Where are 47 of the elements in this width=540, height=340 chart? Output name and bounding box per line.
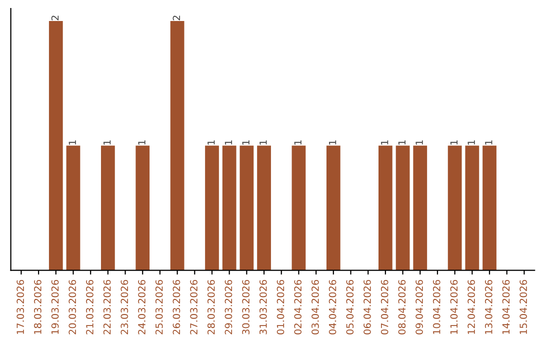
data-label: 1 [329,140,336,145]
data-label: 1 [104,140,111,145]
data-label: 1 [138,140,146,145]
data-label: 1 [416,140,423,145]
x-tick-label: 13.04.2026 [484,280,492,334]
x-tick-label: 06.04.2026 [364,280,371,334]
x-tick-label: 14.04.2026 [502,280,510,334]
data-label: 1 [242,140,250,145]
x-tick-label: 10.04.2026 [432,280,440,334]
data-label: 1 [224,140,232,145]
data-label: 1 [260,140,267,145]
x-tick-label: 04.04.2026 [328,280,336,334]
x-tick-label: 21.03.2026 [86,280,94,334]
x-tick-label: 23.03.2026 [120,280,128,334]
x-tick-label: 17.03.2026 [16,280,24,334]
x-tick-label: 26.03.2026 [172,280,180,334]
x-tick-label: 03.04.2026 [312,280,319,334]
data-label: 1 [294,140,302,145]
x-tick-label: 20.03.2026 [68,280,76,334]
x-tick-label: 11.04.2026 [450,280,458,334]
x-tick-label: 30.03.2026 [242,280,250,334]
x-tick-label: 22.03.2026 [103,280,111,334]
data-label: 2 [172,16,180,20]
x-tick-label: 24.03.2026 [138,280,146,334]
data-label: 1 [398,140,406,145]
x-tick-label: 25.03.2026 [155,280,163,334]
x-tick-label: 07.04.2026 [380,280,388,334]
x-tick-label: 19.03.2026 [51,280,59,334]
x-tick-label: 18.03.2026 [34,280,42,334]
data-label: 2 [51,16,59,20]
x-tick-label: 08.04.2026 [398,280,406,334]
x-tick-label: 27.03.2026 [190,280,198,334]
x-tick-label: 12.04.2026 [468,280,475,334]
x-tick-label: 15.04.2026 [520,280,528,334]
x-tick-label: 01.04.2026 [276,280,284,334]
x-tick-label: 02.04.2026 [294,280,302,334]
x-tick-label: 31.03.2026 [259,280,267,334]
data-label: 1 [68,140,76,145]
x-tick-label: 29.03.2026 [224,280,232,334]
data-label: 1 [381,140,388,145]
x-tick-label: 05.04.2026 [346,280,354,334]
data-label: 1 [468,140,475,145]
data-label: 1 [208,140,215,145]
data-label: 1 [450,140,458,145]
data-label: 1 [485,140,492,145]
x-tick-label: 28.03.2026 [207,280,215,334]
x-tick-label: 09.04.2026 [416,280,423,334]
